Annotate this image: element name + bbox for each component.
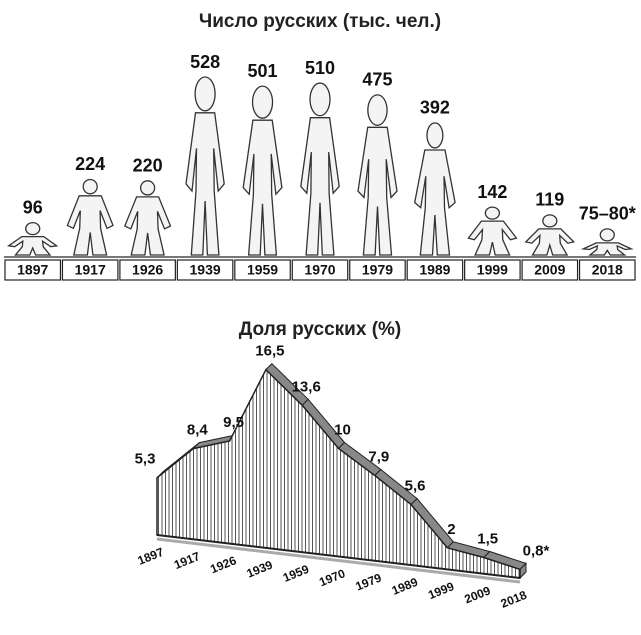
value-label: 224 <box>75 154 105 174</box>
value-label: 96 <box>23 197 43 217</box>
x-tick-label: 1999 <box>426 579 456 602</box>
area <box>156 368 521 579</box>
x-tick-label: 2018 <box>499 588 529 611</box>
x-tick-label: 1989 <box>419 262 450 278</box>
x-tick-label: 1897 <box>136 545 166 568</box>
year-box <box>176 259 234 281</box>
x-tick-label: 1897 <box>17 262 48 278</box>
x-tick-label: 2018 <box>592 262 623 278</box>
x-tick-label: 1959 <box>247 262 278 278</box>
x-axis-depth <box>156 537 521 584</box>
figure <box>467 206 518 256</box>
value-label: 528 <box>190 52 220 72</box>
figure-head <box>309 82 331 117</box>
figure-head <box>367 94 388 126</box>
figure-head <box>484 206 501 220</box>
chart-title: Доля русских (%) <box>239 319 402 340</box>
figure-head <box>251 85 274 119</box>
figure-head <box>82 178 98 195</box>
year-box <box>349 259 406 281</box>
value-label: 7,9 <box>368 448 389 465</box>
figure-head <box>426 122 444 149</box>
value-label: 0,8* <box>523 542 550 559</box>
figure-body <box>7 235 59 256</box>
figure <box>580 228 634 256</box>
x-tick-label: 1979 <box>362 262 393 278</box>
figure-head <box>25 221 41 236</box>
figure-head <box>139 180 156 196</box>
value-label: 9,5 <box>223 414 244 431</box>
figure <box>300 82 340 256</box>
figure-body <box>357 126 398 256</box>
figure-body <box>123 196 172 256</box>
value-label: 8,4 <box>187 422 209 439</box>
figure <box>357 94 398 256</box>
x-tick-label: 2009 <box>462 583 492 606</box>
figure-body <box>580 242 634 256</box>
figure-body <box>300 117 340 256</box>
x-tick-label: 1970 <box>317 566 347 589</box>
figure-head <box>542 214 558 228</box>
value-label: 392 <box>420 98 450 118</box>
x-axis <box>156 534 521 579</box>
figure <box>66 178 114 256</box>
value-label: 16,5 <box>255 343 284 360</box>
figure <box>185 76 225 256</box>
figure-body <box>66 195 114 256</box>
value-label: 5,6 <box>405 478 426 495</box>
value-label: 501 <box>248 61 278 81</box>
figure-head <box>194 76 216 112</box>
x-tick-label: 1926 <box>132 262 163 278</box>
value-label: 119 <box>535 190 564 210</box>
figure-head <box>599 228 615 242</box>
chart-title: Число русских (тыс. чел.) <box>199 11 441 32</box>
x-tick-label: 1970 <box>304 262 335 278</box>
x-tick-label: 1926 <box>208 553 238 576</box>
year-box <box>521 259 579 281</box>
figure <box>242 85 283 256</box>
value-label: 13,6 <box>292 378 321 395</box>
x-tick-label: 1989 <box>390 575 420 598</box>
figure-body <box>467 220 518 256</box>
value-label: 5,3 <box>135 451 156 468</box>
year-box <box>234 259 291 281</box>
value-label: 10 <box>334 421 351 438</box>
year-box <box>119 259 176 281</box>
year-box <box>291 259 349 281</box>
value-label: 510 <box>305 58 335 78</box>
x-tick-label: 2009 <box>534 262 565 278</box>
x-tick-label: 1959 <box>281 562 311 585</box>
x-tick-label: 1939 <box>245 558 275 581</box>
year-box <box>406 259 464 281</box>
year-box <box>578 259 636 281</box>
figure-body <box>242 119 283 256</box>
figure <box>123 180 172 256</box>
figure-body <box>185 112 225 256</box>
x-tick-label: 1999 <box>477 262 508 278</box>
year-box <box>4 259 62 281</box>
figure <box>524 214 576 256</box>
value-label: 475 <box>362 70 392 90</box>
year-box <box>464 259 521 281</box>
value-label: 142 <box>477 182 507 202</box>
x-tick-label: 1917 <box>75 262 106 278</box>
value-label: 1,5 <box>477 530 498 547</box>
figure-body <box>524 228 576 256</box>
value-label: 220 <box>133 156 163 176</box>
figure <box>413 122 456 256</box>
x-tick-label: 1939 <box>190 262 221 278</box>
figure <box>7 221 59 256</box>
value-label: 75–80* <box>579 204 636 224</box>
figure-body <box>413 149 456 256</box>
year-box <box>61 259 119 281</box>
x-tick-label: 1917 <box>172 549 202 572</box>
value-label: 2 <box>447 521 455 538</box>
x-tick-label: 1979 <box>353 570 383 593</box>
